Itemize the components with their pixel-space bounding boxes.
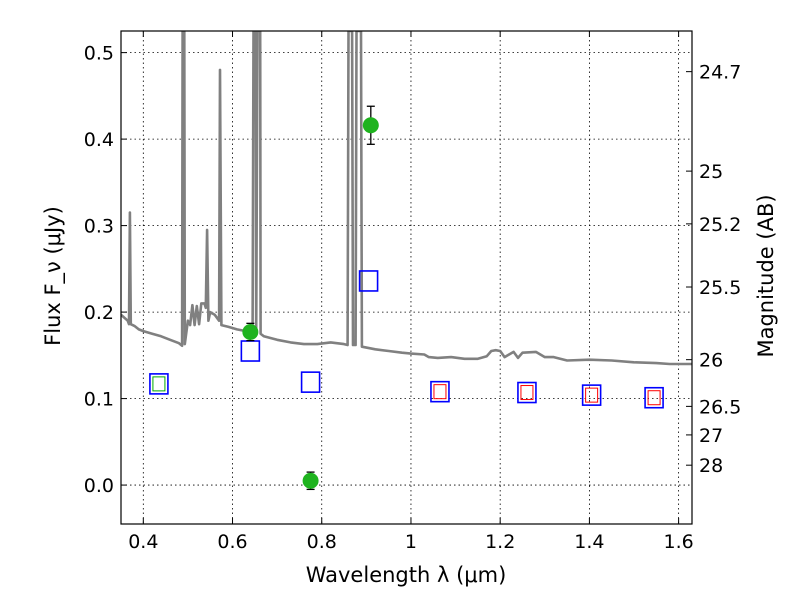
model-photometry-square bbox=[581, 384, 602, 406]
model-photometry-inner-square bbox=[433, 384, 447, 400]
y2-tick-label: 25.5 bbox=[699, 277, 741, 299]
y2-tick-label: 26 bbox=[699, 350, 723, 372]
y2-axis-label: Magnitude (AB) bbox=[754, 194, 778, 357]
plot-area bbox=[121, 31, 692, 491]
x-axis-label: Wavelength λ (μm) bbox=[306, 563, 507, 587]
y2-tick-label: 24.7 bbox=[699, 62, 741, 84]
x-tick-label: 0.8 bbox=[307, 531, 337, 553]
y-axis-label: Flux F_ν (μJy) bbox=[41, 206, 66, 346]
model-photometry-square bbox=[644, 386, 664, 409]
model-photometry-square bbox=[517, 381, 537, 404]
y-tick-label: 0.0 bbox=[84, 475, 114, 497]
model-photometry-inner-square bbox=[647, 390, 661, 406]
observed-point bbox=[242, 323, 259, 340]
y2-tick-label: 25.2 bbox=[699, 214, 741, 236]
model-photometry-inner-square bbox=[585, 387, 599, 403]
y2-tick-label: 26.5 bbox=[699, 396, 741, 418]
y-tick-label: 0.4 bbox=[84, 129, 114, 151]
model-photometry-square bbox=[358, 270, 379, 292]
model-photometry-square bbox=[240, 340, 261, 362]
x-tick-label: 0.4 bbox=[128, 531, 158, 553]
y2-tick-label: 27 bbox=[699, 425, 723, 447]
model-photometry-square bbox=[430, 380, 450, 403]
grid bbox=[121, 31, 692, 524]
model-photometry-square bbox=[149, 373, 169, 395]
axes: 0.4 0.6 0.8 1 1.2 1.4 1.6 0.0 0.1 0.2 0.3 0.4 0.5 24.… bbox=[84, 31, 741, 553]
model-spectrum-line bbox=[121, 31, 692, 366]
observed-point bbox=[362, 117, 379, 134]
model-photometry-inner-square bbox=[152, 376, 166, 392]
x-tick-label: 1.2 bbox=[485, 531, 515, 553]
y-tick-label: 0.2 bbox=[84, 302, 114, 324]
observed-point bbox=[302, 472, 319, 489]
x-tick-label: 1.6 bbox=[664, 531, 694, 553]
model-photometry-inner-square bbox=[520, 385, 534, 401]
x-tick-label: 1.4 bbox=[574, 531, 604, 553]
y-tick-label: 0.3 bbox=[84, 216, 114, 238]
x-tick-label: 0.6 bbox=[217, 531, 247, 553]
y2-tick-label: 25 bbox=[699, 161, 723, 183]
x-tick-label: 1 bbox=[405, 531, 417, 553]
y2-tick-label: 28 bbox=[699, 455, 723, 477]
plot-frame bbox=[120, 30, 693, 525]
y-tick-label: 0.1 bbox=[84, 389, 114, 411]
y-tick-label: 0.5 bbox=[84, 43, 114, 65]
model-photometry-square bbox=[300, 371, 321, 393]
